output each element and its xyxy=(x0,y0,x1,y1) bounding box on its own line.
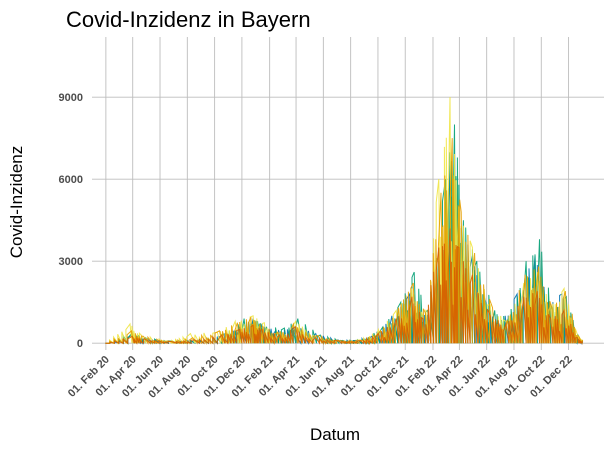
vertical-gridlines xyxy=(105,37,570,350)
y-axis-title: Covid-Inzidenz xyxy=(7,146,26,258)
chart-title: Covid-Inzidenz in Bayern xyxy=(66,7,311,32)
y-tick-label: 6000 xyxy=(59,174,83,186)
series-line xyxy=(105,124,584,345)
series-line xyxy=(105,138,584,346)
series-line xyxy=(105,228,584,346)
y-tick-label: 3000 xyxy=(59,256,83,268)
x-axis-title: Datum xyxy=(310,425,360,444)
y-tick-label: 9000 xyxy=(59,92,83,104)
data-lines xyxy=(105,97,584,346)
y-tick-labels: 0 3000 6000 9000 xyxy=(59,92,83,350)
y-tick-label: 0 xyxy=(77,338,83,350)
series-line xyxy=(105,97,583,346)
